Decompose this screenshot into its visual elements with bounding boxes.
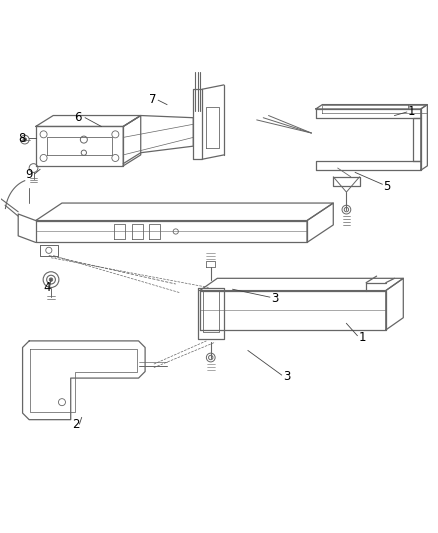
Text: 3: 3 [283, 370, 290, 383]
Text: 1: 1 [358, 331, 365, 344]
Text: 3: 3 [271, 292, 278, 304]
Circle shape [49, 278, 53, 281]
Circle shape [23, 138, 26, 141]
Text: 7: 7 [149, 93, 157, 106]
Text: 8: 8 [18, 132, 25, 145]
Text: 2: 2 [72, 418, 79, 431]
Text: 4: 4 [43, 280, 51, 294]
Text: 9: 9 [25, 168, 32, 181]
Text: 5: 5 [383, 180, 390, 193]
Text: 6: 6 [74, 111, 81, 124]
Text: 1: 1 [407, 104, 414, 118]
